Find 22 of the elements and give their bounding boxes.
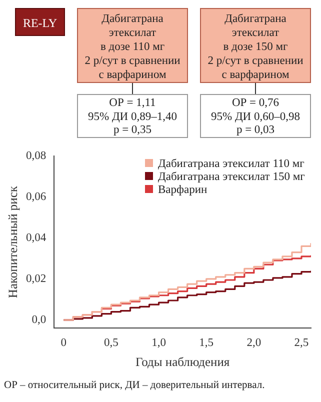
legend-label: Дабигатрана этексилат 110 мг: [157, 158, 305, 171]
text: Дабигатрана этексилат в дозе 110 мг 2 р/сут в сравнении с варфарином: [77, 8, 188, 83]
text: ОР = 1,11 95% ДИ 0,89–1,40 p = 0,35: [77, 94, 188, 138]
x-tick-label: 0: [60, 337, 67, 350]
y-tick-label: 0,04: [26, 232, 46, 244]
x-tick-label: 1,0: [152, 337, 166, 350]
y-tick-label: 0,06: [26, 190, 46, 203]
x-tick-label: 1,5: [199, 337, 214, 350]
text: ОР – относительный риск, ДИ – доверительный интервал.: [4, 380, 265, 391]
y-tick-label: 0,08: [26, 150, 46, 162]
x-tick-label: 2,5: [294, 337, 309, 350]
x-tick-label: 2,0: [246, 337, 262, 350]
legend-label: Дабигатрана этексилат 150 мг: [157, 171, 305, 184]
y-tick-label: 0,0: [32, 314, 46, 326]
y-axis-title: Накопительный риск: [6, 185, 20, 298]
text: RE-LY: [15, 8, 65, 36]
y-tick-label: 0,02: [26, 272, 46, 285]
text: Дабигатрана этексилат в дозе 150 мг 2 р/сут в сравнении с варфарином: [200, 8, 311, 83]
text: ОР = 0,76 95% ДИ 0,60–0,98 p = 0,03: [200, 94, 311, 138]
x-axis-title: Годы наблюдения: [135, 354, 230, 369]
legend-label: Варфарин: [157, 184, 208, 197]
x-tick-label: 0,5: [104, 337, 119, 350]
